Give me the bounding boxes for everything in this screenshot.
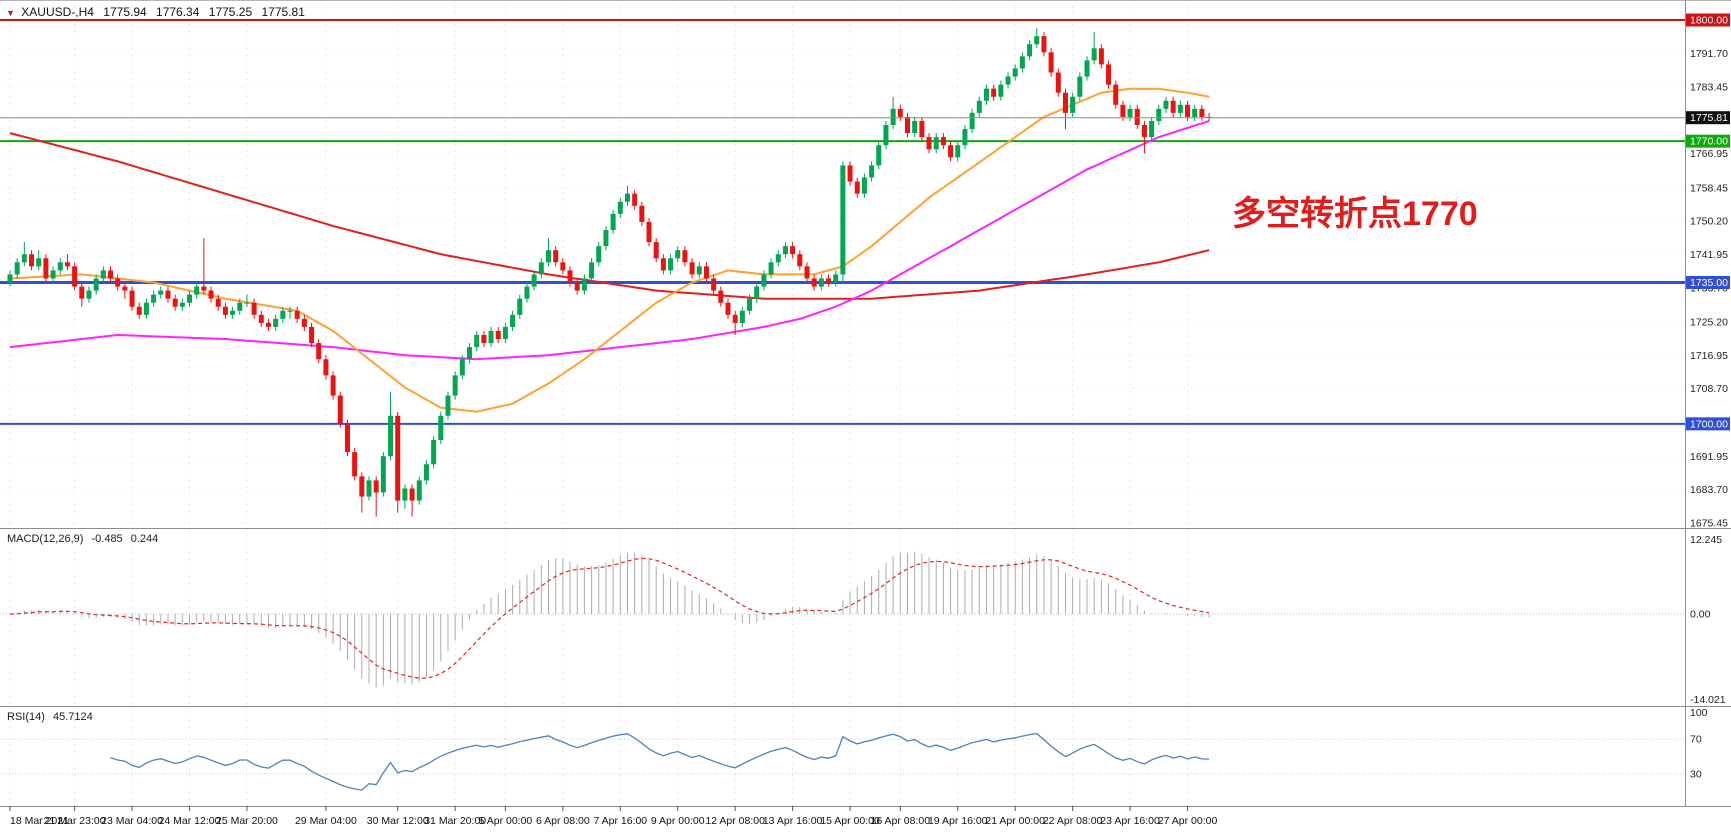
price-badge: 1700.00 xyxy=(1686,417,1730,431)
price-badge: 1735.00 xyxy=(1686,276,1730,290)
svg-text:23 Apr 16:00: 23 Apr 16:00 xyxy=(1100,815,1160,827)
price-badge: 1800.00 xyxy=(1686,13,1730,27)
grid-horizontal xyxy=(0,53,1685,524)
svg-text:1708.70: 1708.70 xyxy=(1690,383,1728,395)
svg-text:1791.70: 1791.70 xyxy=(1690,48,1728,60)
svg-text:1675.45: 1675.45 xyxy=(1690,518,1728,530)
svg-text:1775.81: 1775.81 xyxy=(1690,112,1728,124)
svg-text:30: 30 xyxy=(1690,768,1702,780)
svg-text:1783.45: 1783.45 xyxy=(1690,81,1728,93)
macd-histogram xyxy=(16,551,1210,688)
svg-text:-14.021: -14.021 xyxy=(1690,694,1726,706)
svg-text:22 Apr 08:00: 22 Apr 08:00 xyxy=(1043,815,1103,827)
svg-text:30 Mar 12:00: 30 Mar 12:00 xyxy=(367,815,429,827)
price-badge: 1770.00 xyxy=(1686,134,1730,148)
svg-text:25 Mar 20:00: 25 Mar 20:00 xyxy=(216,815,278,827)
svg-text:19 Apr 16:00: 19 Apr 16:00 xyxy=(928,815,988,827)
price-axis-labels: 1791.70 1783.45 1766.95 1758.45 1750.20 1741.… xyxy=(1690,48,1728,529)
svg-text:23 Mar 04:00: 23 Mar 04:00 xyxy=(101,815,163,827)
svg-text:29 Mar 04:00: 29 Mar 04:00 xyxy=(295,815,357,827)
svg-text:31 Mar 20:00: 31 Mar 20:00 xyxy=(424,815,486,827)
rsi-scale-labels: 100 70 30 xyxy=(1690,707,1708,780)
svg-text:1766.95: 1766.95 xyxy=(1690,148,1728,160)
svg-text:1750.20: 1750.20 xyxy=(1690,216,1728,228)
svg-text:6 Apr 08:00: 6 Apr 08:00 xyxy=(536,815,590,827)
svg-text:1800.00: 1800.00 xyxy=(1690,15,1728,27)
svg-text:27 Apr 00:00: 27 Apr 00:00 xyxy=(1158,815,1218,827)
svg-text:9 Apr 00:00: 9 Apr 00:00 xyxy=(651,815,705,827)
svg-text:1741.95: 1741.95 xyxy=(1690,249,1728,261)
svg-text:1735.00: 1735.00 xyxy=(1690,277,1728,289)
ma-mid-magenta xyxy=(9,120,1210,361)
svg-text:21 Apr 00:00: 21 Apr 00:00 xyxy=(985,815,1045,827)
svg-text:1770.00: 1770.00 xyxy=(1690,136,1728,148)
svg-text:16 Apr 08:00: 16 Apr 08:00 xyxy=(871,815,931,827)
svg-text:1700.00: 1700.00 xyxy=(1690,418,1728,430)
svg-text:18 Mar 2021: 18 Mar 2021 xyxy=(10,815,69,827)
svg-text:70: 70 xyxy=(1690,734,1702,746)
chart-annotation[interactable]: 多空转折点1770 xyxy=(1232,195,1478,233)
svg-text:1758.45: 1758.45 xyxy=(1690,182,1728,194)
svg-text:100: 100 xyxy=(1690,707,1708,719)
macd-scale-labels: 12.245 0.00 -14.021 xyxy=(1690,534,1726,706)
svg-text:12 Apr 08:00: 12 Apr 08:00 xyxy=(705,815,765,827)
svg-text:5 Apr 00:00: 5 Apr 00:00 xyxy=(479,815,533,827)
rsi-line xyxy=(110,732,1210,791)
svg-text:24 Mar 12:00: 24 Mar 12:00 xyxy=(159,815,221,827)
svg-text:21 Mar 23:00: 21 Mar 23:00 xyxy=(44,815,106,827)
ma-slow-red xyxy=(9,132,1210,300)
svg-text:15 Apr 00:00: 15 Apr 00:00 xyxy=(820,815,880,827)
candles xyxy=(7,28,1212,517)
svg-text:1725.20: 1725.20 xyxy=(1690,317,1728,329)
svg-text:12.245: 12.245 xyxy=(1690,534,1722,546)
svg-text:1691.95: 1691.95 xyxy=(1690,451,1728,463)
macd-signal-line xyxy=(9,557,1210,679)
svg-text:1683.70: 1683.70 xyxy=(1690,484,1728,496)
svg-text:13 Apr 16:00: 13 Apr 16:00 xyxy=(763,815,823,827)
price-badge: 1775.81 xyxy=(1686,111,1730,125)
svg-text:7 Apr 16:00: 7 Apr 16:00 xyxy=(593,815,647,827)
svg-text:1716.95: 1716.95 xyxy=(1690,350,1728,362)
svg-text:0.00: 0.00 xyxy=(1690,609,1711,621)
